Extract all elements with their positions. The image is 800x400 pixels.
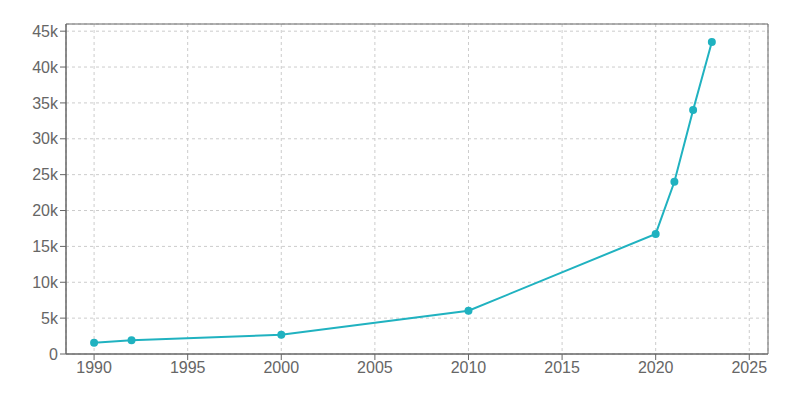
svg-text:20k: 20k [32,202,59,219]
svg-text:40k: 40k [32,59,59,76]
svg-text:2020: 2020 [638,359,674,376]
svg-text:5k: 5k [41,310,59,327]
svg-text:1990: 1990 [76,359,112,376]
svg-text:25k: 25k [32,166,59,183]
svg-text:35k: 35k [32,95,59,112]
svg-text:2015: 2015 [544,359,580,376]
svg-text:15k: 15k [32,238,59,255]
svg-text:45k: 45k [32,23,59,40]
svg-text:30k: 30k [32,130,59,147]
svg-text:2005: 2005 [357,359,393,376]
svg-text:2010: 2010 [451,359,487,376]
svg-text:2025: 2025 [731,359,767,376]
svg-text:0: 0 [49,346,58,363]
svg-text:2000: 2000 [263,359,299,376]
svg-text:10k: 10k [32,274,59,291]
svg-text:1995: 1995 [170,359,206,376]
